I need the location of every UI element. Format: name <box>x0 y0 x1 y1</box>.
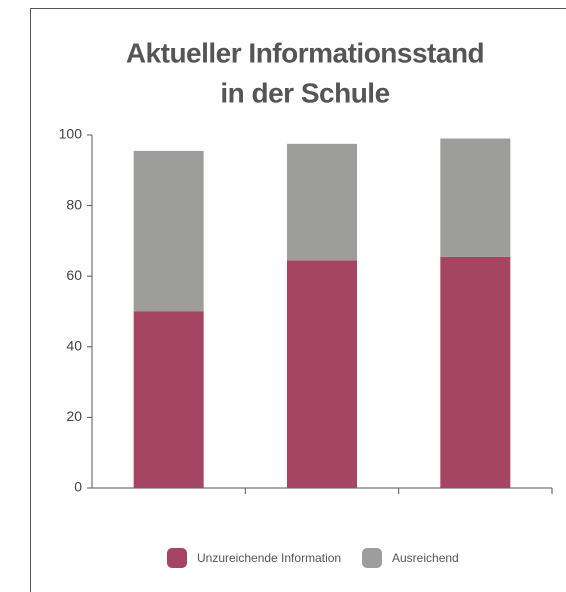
legend-swatch <box>167 548 187 568</box>
y-tick-label: 40 <box>66 338 82 354</box>
legend-label: Ausreichend <box>392 551 459 565</box>
bar-segment <box>133 150 204 312</box>
bar-segment <box>440 256 511 488</box>
bar-segment <box>287 260 357 488</box>
y-tick-label: 100 <box>59 126 83 142</box>
y-tick-label: 60 <box>66 267 82 283</box>
bar-segment <box>133 311 204 488</box>
y-tick-label: 0 <box>74 479 82 495</box>
y-tick-label: 20 <box>66 408 82 424</box>
chart-title: Aktueller Informationsstand <box>126 37 484 68</box>
chart-title: in der Schule <box>220 77 389 108</box>
legend-swatch <box>362 548 382 568</box>
y-tick-label: 80 <box>66 196 82 212</box>
bar-segment <box>440 138 511 257</box>
legend-label: Unzureichende Information <box>197 551 341 565</box>
frame <box>30 8 566 592</box>
bar-segment <box>287 143 357 261</box>
